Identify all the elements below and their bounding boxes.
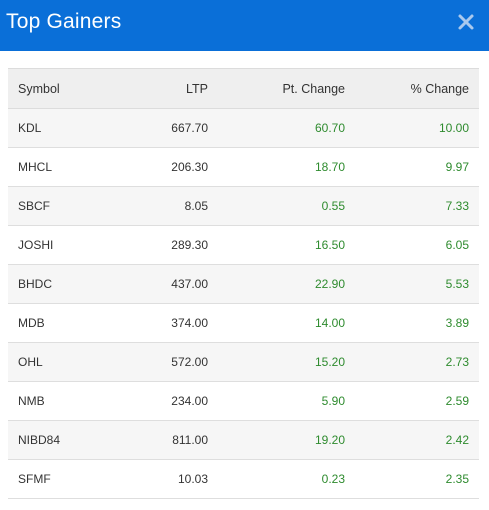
- modal-title: Top Gainers: [6, 10, 122, 33]
- cell-pct-change: 7.33: [346, 186, 479, 226]
- cell-pct-change: 3.89: [346, 303, 479, 343]
- table-row[interactable]: KDL 667.70 60.70 10.00: [8, 108, 479, 148]
- cell-symbol[interactable]: SBCF: [8, 186, 107, 226]
- cell-pt-change: 60.70: [208, 108, 346, 148]
- column-header-pt-change[interactable]: Pt. Change: [208, 68, 346, 109]
- cell-pt-change: 15.20: [208, 342, 346, 382]
- cell-pt-change: 0.55: [208, 186, 346, 226]
- close-icon-glyph: [458, 14, 474, 30]
- cell-pct-change: 5.53: [346, 264, 479, 304]
- table-row[interactable]: OHL 572.00 15.20 2.73: [8, 342, 479, 382]
- table-row[interactable]: SFMF 10.03 0.23 2.35: [8, 459, 479, 499]
- cell-symbol[interactable]: NMB: [8, 381, 107, 421]
- cell-ltp: 374.00: [107, 303, 208, 343]
- cell-pt-change: 16.50: [208, 225, 346, 265]
- cell-ltp: 234.00: [107, 381, 208, 421]
- header-row: Symbol LTP Pt. Change % Change: [8, 68, 479, 109]
- table-header: Symbol LTP Pt. Change % Change: [8, 68, 479, 109]
- table-row[interactable]: NMB 234.00 5.90 2.59: [8, 381, 479, 421]
- cell-pt-change: 22.90: [208, 264, 346, 304]
- cell-symbol[interactable]: NIBD84: [8, 420, 107, 460]
- table-row[interactable]: MDB 374.00 14.00 3.89: [8, 303, 479, 343]
- cell-ltp: 289.30: [107, 225, 208, 265]
- table-row[interactable]: JOSHI 289.30 16.50 6.05: [8, 225, 479, 265]
- cell-pct-change: 9.97: [346, 147, 479, 187]
- cell-ltp: 572.00: [107, 342, 208, 382]
- cell-symbol[interactable]: SFMF: [8, 459, 107, 499]
- cell-pct-change: 10.00: [346, 108, 479, 148]
- table-row[interactable]: MHCL 206.30 18.70 9.97: [8, 147, 479, 187]
- cell-pct-change: 2.42: [346, 420, 479, 460]
- cell-pct-change: 2.35: [346, 459, 479, 499]
- cell-pt-change: 0.23: [208, 459, 346, 499]
- cell-pct-change: 2.73: [346, 342, 479, 382]
- cell-symbol[interactable]: BHDC: [8, 264, 107, 304]
- cell-ltp: 206.30: [107, 147, 208, 187]
- cell-ltp: 10.03: [107, 459, 208, 499]
- gainers-table: Symbol LTP Pt. Change % Change KDL 667.70…: [8, 68, 479, 499]
- table-row[interactable]: NIBD84 811.00 19.20 2.42: [8, 420, 479, 460]
- cell-pt-change: 14.00: [208, 303, 346, 343]
- cell-ltp: 667.70: [107, 108, 208, 148]
- cell-pt-change: 19.20: [208, 420, 346, 460]
- cell-symbol[interactable]: KDL: [8, 108, 107, 148]
- close-icon[interactable]: [457, 13, 475, 31]
- cell-symbol[interactable]: JOSHI: [8, 225, 107, 265]
- column-header-symbol[interactable]: Symbol: [8, 68, 107, 109]
- column-header-pct-change[interactable]: % Change: [346, 68, 479, 109]
- cell-ltp: 8.05: [107, 186, 208, 226]
- table-body: KDL 667.70 60.70 10.00 MHCL 206.30 18.70 9.97 SB…: [8, 108, 479, 499]
- gainers-table-container: Symbol LTP Pt. Change % Change KDL 667.70…: [8, 68, 479, 499]
- cell-ltp: 437.00: [107, 264, 208, 304]
- cell-symbol[interactable]: MHCL: [8, 147, 107, 187]
- table-row[interactable]: SBCF 8.05 0.55 7.33: [8, 186, 479, 226]
- cell-pt-change: 18.70: [208, 147, 346, 187]
- table-row[interactable]: BHDC 437.00 22.90 5.53: [8, 264, 479, 304]
- cell-pct-change: 2.59: [346, 381, 479, 421]
- column-header-ltp[interactable]: LTP: [107, 68, 208, 109]
- cell-pct-change: 6.05: [346, 225, 479, 265]
- cell-pt-change: 5.90: [208, 381, 346, 421]
- cell-symbol[interactable]: OHL: [8, 342, 107, 382]
- cell-ltp: 811.00: [107, 420, 208, 460]
- modal-header: Top Gainers: [0, 0, 489, 51]
- cell-symbol[interactable]: MDB: [8, 303, 107, 343]
